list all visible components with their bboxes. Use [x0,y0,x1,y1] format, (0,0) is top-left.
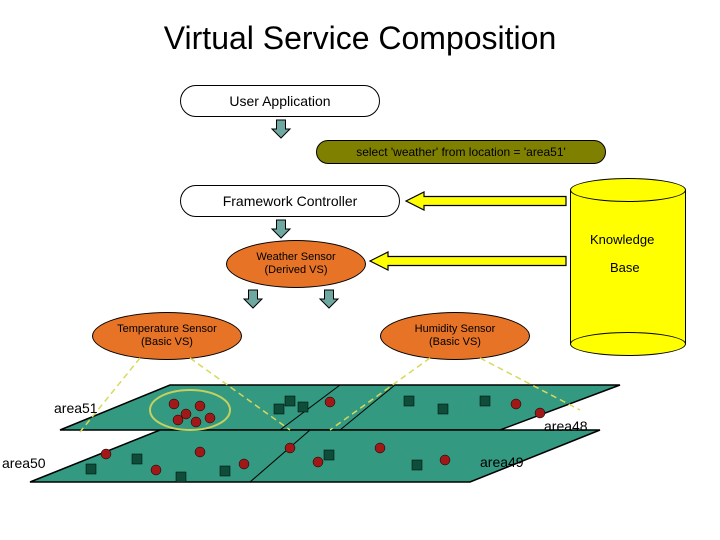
query-text: select 'weather' from location = 'area51… [356,145,566,159]
knowledge-base-cylinder: Knowledge Base [570,178,686,356]
area51-label: area51 [54,400,98,416]
temperature-sensor-ellipse: Temperature Sensor (Basic VS) [92,312,242,360]
kb-label1: Knowledge [590,232,654,247]
area49-label: area49 [480,454,524,470]
weather-line1: Weather Sensor [256,251,335,264]
humidity-sensor-ellipse: Humidity Sensor (Basic VS) [380,312,530,360]
temp-line2: (Basic VS) [141,336,193,349]
framework-controller-label: Framework Controller [223,193,358,209]
humid-line1: Humidity Sensor [415,323,496,336]
humid-line2: (Basic VS) [429,336,481,349]
temp-line1: Temperature Sensor [117,323,217,336]
weather-line2: (Derived VS) [265,264,328,277]
weather-sensor-ellipse: Weather Sensor (Derived VS) [226,240,366,288]
kb-label2: Base [610,260,640,275]
area50-label: area50 [2,455,46,471]
user-application-box: User Application [180,85,380,117]
user-application-label: User Application [229,93,330,109]
area48-label: area48 [544,418,588,434]
query-box: select 'weather' from location = 'area51… [316,140,606,164]
framework-controller-box: Framework Controller [180,185,400,217]
page-title: Virtual Service Composition [0,20,720,57]
